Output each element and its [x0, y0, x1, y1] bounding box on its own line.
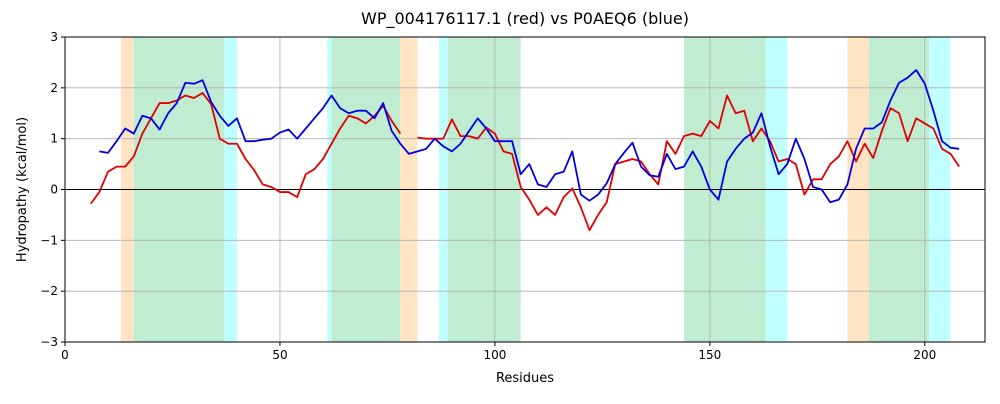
chart-title: WP_004176117.1 (red) vs P0AEQ6 (blue) — [361, 9, 689, 29]
x-axis-label: Residues — [496, 371, 554, 386]
y-tick-label: −1 — [40, 233, 58, 247]
x-tick-label: 200 — [913, 348, 936, 362]
series-line — [90, 92, 960, 232]
y-tick-label: −2 — [40, 284, 58, 298]
series-line — [99, 69, 960, 204]
plot-frame — [64, 36, 986, 343]
y-tick-label: 3 — [50, 30, 58, 44]
x-tick-label: 50 — [272, 348, 287, 362]
y-tick-label: 0 — [50, 183, 58, 197]
y-tick-label: −3 — [40, 335, 58, 349]
x-tick-label: 150 — [698, 348, 721, 362]
y-axis-label: Hydropathy (kcal/mol) — [15, 117, 30, 262]
y-tick-label: 1 — [50, 132, 58, 146]
x-tick-label: 100 — [483, 348, 506, 362]
y-tick-label: 2 — [50, 81, 58, 95]
x-tick-label: 0 — [61, 348, 69, 362]
